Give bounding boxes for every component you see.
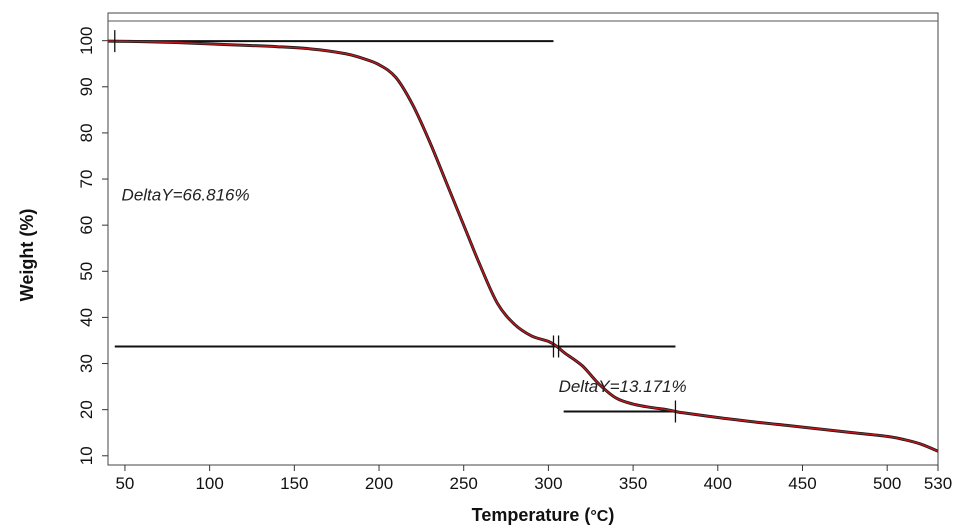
- x-tick-label: 50: [115, 474, 134, 493]
- x-tick-label: 500: [873, 474, 901, 493]
- annotation-layer: DeltaY=66.816% DeltaY=13.171%: [122, 186, 687, 396]
- x-axis-unit: °C: [590, 508, 608, 525]
- y-axis-ticks: 10 20 30 40 50 60 70 80 90 100: [77, 26, 108, 465]
- x-tick-label: 450: [788, 474, 816, 493]
- y-tick-label: 40: [77, 308, 96, 327]
- series-layer: [107, 39, 939, 453]
- y-tick-label: 100: [77, 26, 96, 54]
- series-line-1: [107, 40, 939, 452]
- annotation-delta-2: DeltaY=13.171%: [559, 377, 687, 396]
- y-tick-label: 20: [77, 400, 96, 419]
- reference-lines: [114, 40, 676, 413]
- y-tick-label: 80: [77, 123, 96, 142]
- y-tick-label: 10: [77, 446, 96, 465]
- x-tick-label: 300: [534, 474, 562, 493]
- marker-layer: [114, 30, 677, 423]
- x-tick-label: 250: [450, 474, 478, 493]
- y-tick-label: 50: [77, 262, 96, 281]
- y-tick-label: 90: [77, 77, 96, 96]
- y-axis-title: Weight (%): [17, 209, 37, 302]
- plot-frame: [107, 12, 939, 466]
- x-tick-label: 400: [704, 474, 732, 493]
- y-tick-label: 30: [77, 354, 96, 373]
- x-axis-ticks: 50 100 150 200 250 300 350 400 450 500 530: [115, 465, 952, 493]
- x-tick-label: 350: [619, 474, 647, 493]
- x-tick-label: 530: [924, 474, 952, 493]
- x-tick-label: 150: [280, 474, 308, 493]
- y-tick-label: 60: [77, 216, 96, 235]
- x-tick-label: 200: [365, 474, 393, 493]
- x-tick-label: 100: [195, 474, 223, 493]
- x-axis-title: Temperature (°C): [472, 505, 615, 525]
- series-line-shadow: [107, 39, 939, 453]
- annotation-delta-1: DeltaY=66.816%: [122, 186, 250, 205]
- y-tick-label: 70: [77, 170, 96, 189]
